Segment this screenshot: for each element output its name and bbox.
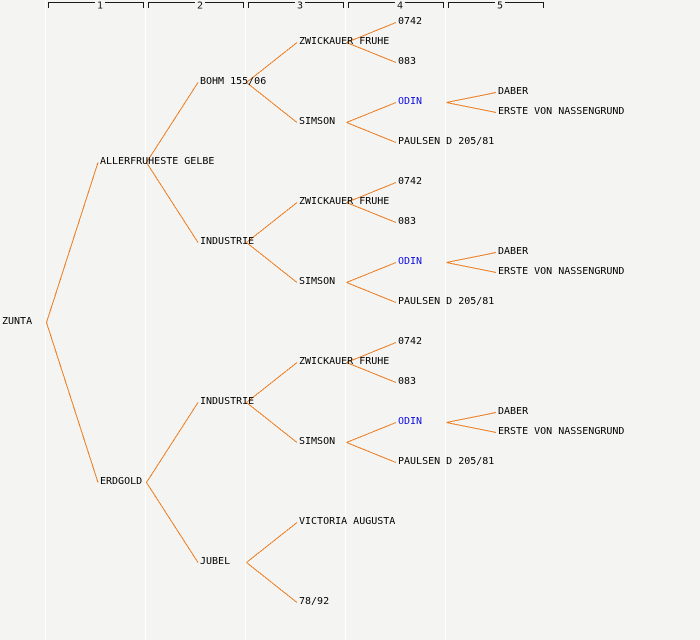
pedigree-edge bbox=[446, 92, 497, 103]
pedigree-edge bbox=[346, 342, 397, 363]
pedigree-edge bbox=[346, 422, 397, 443]
pedigree-edge bbox=[46, 322, 99, 483]
tree-node-simson2[interactable]: SIMSON bbox=[299, 276, 336, 287]
tree-node-n0742_1[interactable]: 0742 bbox=[398, 16, 423, 27]
tree-node-odin1[interactable]: ODIN bbox=[398, 96, 423, 107]
pedigree-edge bbox=[346, 282, 397, 303]
tree-node-erdgold[interactable]: ERDGOLD bbox=[100, 476, 143, 487]
pedigree-edge bbox=[346, 362, 397, 383]
tree-node-n7892[interactable]: 78/92 bbox=[299, 596, 330, 607]
pedigree-edge bbox=[446, 422, 497, 433]
pedigree-edge bbox=[446, 102, 497, 113]
tree-node-daber3[interactable]: DABER bbox=[498, 406, 529, 417]
tree-node-odin3[interactable]: ODIN bbox=[398, 416, 423, 427]
pedigree-edge bbox=[346, 262, 397, 283]
tree-node-daber2[interactable]: DABER bbox=[498, 246, 529, 257]
tree-node-simson3[interactable]: SIMSON bbox=[299, 436, 336, 447]
tree-node-zwickauer2[interactable]: ZWICKAUER FRUHE bbox=[299, 196, 390, 207]
tree-node-bohm[interactable]: BOHM 155/06 bbox=[200, 76, 267, 87]
tree-node-daber1[interactable]: DABER bbox=[498, 86, 529, 97]
generation-header-1: 1 bbox=[94, 0, 106, 12]
tree-node-industrie1[interactable]: INDUSTRIE bbox=[200, 236, 255, 247]
tree-node-victoria[interactable]: VICTORIA AUGUSTA bbox=[299, 516, 396, 527]
pedigree-edge bbox=[46, 162, 99, 323]
tree-node-n0742_3[interactable]: 0742 bbox=[398, 336, 423, 347]
pedigree-edge bbox=[246, 242, 298, 283]
tree-node-zwickauer3[interactable]: ZWICKAUER FRUHE bbox=[299, 356, 390, 367]
pedigree-edge bbox=[246, 42, 298, 83]
pedigree-edge bbox=[146, 82, 199, 163]
tree-node-paulsen3[interactable]: PAULSEN D 205/81 bbox=[398, 456, 495, 467]
tree-node-odin2[interactable]: ODIN bbox=[398, 256, 423, 267]
pedigree-edge bbox=[146, 402, 199, 483]
pedigree-edge bbox=[446, 412, 497, 423]
pedigree-edge bbox=[246, 362, 298, 403]
generation-header-2: 2 bbox=[194, 0, 206, 12]
pedigree-edge bbox=[146, 482, 199, 563]
tree-node-industrie2[interactable]: INDUSTRIE bbox=[200, 396, 255, 407]
tree-node-erste2[interactable]: ERSTE VON NASSENGRUND bbox=[498, 266, 625, 277]
tree-node-n083_3[interactable]: 083 bbox=[398, 376, 417, 387]
tree-node-aller[interactable]: ALLERFRUHESTE GELBE bbox=[100, 156, 215, 167]
tree-node-n0742_2[interactable]: 0742 bbox=[398, 176, 423, 187]
tree-node-erste1[interactable]: ERSTE VON NASSENGRUND bbox=[498, 106, 625, 117]
pedigree-edge bbox=[346, 22, 397, 43]
tree-node-n083_2[interactable]: 083 bbox=[398, 216, 417, 227]
tree-node-zwickauer1[interactable]: ZWICKAUER FRUHE bbox=[299, 36, 390, 47]
tree-node-paulsen2[interactable]: PAULSEN D 205/81 bbox=[398, 296, 495, 307]
pedigree-edge bbox=[346, 42, 397, 63]
pedigree-edge bbox=[346, 182, 397, 203]
pedigree-edge bbox=[146, 162, 199, 243]
pedigree-edge bbox=[246, 82, 298, 123]
pedigree-edge bbox=[246, 562, 298, 603]
tree-node-simson1[interactable]: SIMSON bbox=[299, 116, 336, 127]
pedigree-edge bbox=[446, 252, 497, 263]
tree-node-paulsen1[interactable]: PAULSEN D 205/81 bbox=[398, 136, 495, 147]
tree-node-zunta[interactable]: ZUNTA bbox=[2, 316, 33, 327]
generation-header-5: 5 bbox=[494, 0, 506, 12]
pedigree-edge bbox=[446, 262, 497, 273]
pedigree-edge bbox=[346, 122, 397, 143]
generation-header-4: 4 bbox=[394, 0, 406, 12]
tree-node-erste3[interactable]: ERSTE VON NASSENGRUND bbox=[498, 426, 625, 437]
tree-node-jubel[interactable]: JUBEL bbox=[200, 556, 231, 567]
pedigree-edge bbox=[346, 442, 397, 463]
pedigree-edge bbox=[346, 102, 397, 123]
generation-header-3: 3 bbox=[294, 0, 306, 12]
pedigree-edge bbox=[246, 202, 298, 243]
pedigree-edge bbox=[346, 202, 397, 223]
pedigree-edge bbox=[246, 402, 298, 443]
pedigree-edge bbox=[246, 522, 298, 563]
tree-node-n083_1[interactable]: 083 bbox=[398, 56, 417, 67]
